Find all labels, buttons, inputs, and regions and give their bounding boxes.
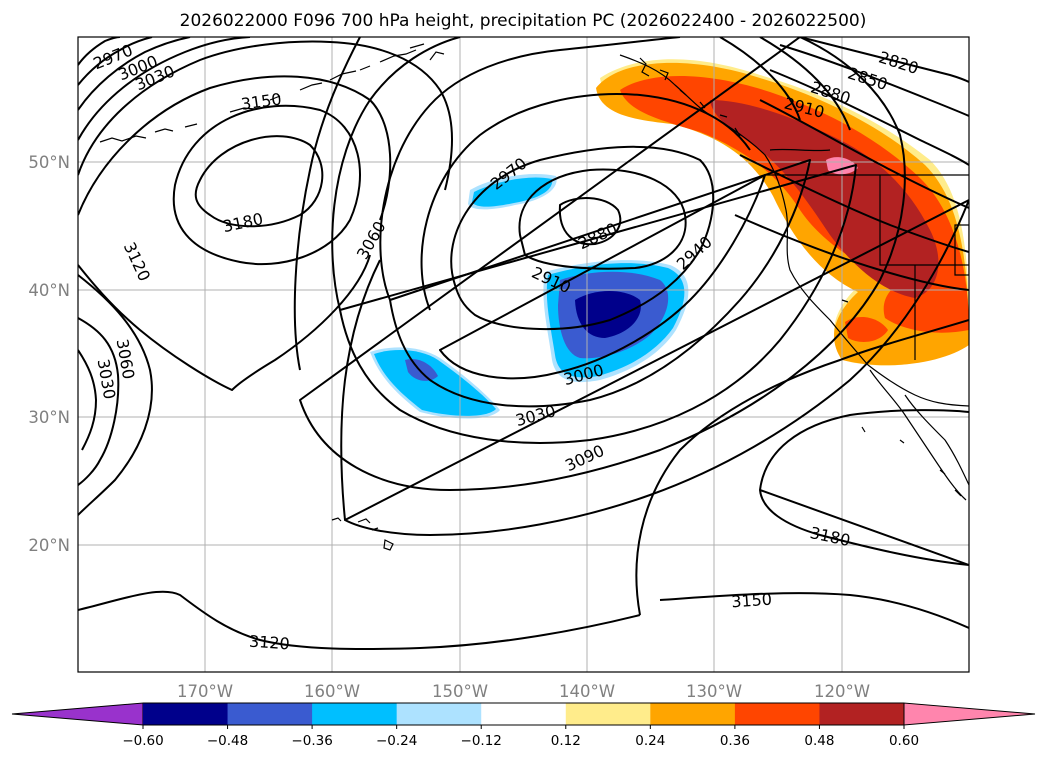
lon-label: 170°W — [177, 682, 233, 701]
lon-label: 140°W — [559, 682, 615, 701]
lon-label: 160°W — [304, 682, 360, 701]
colorbar-tick-label: −0.24 — [376, 733, 417, 749]
colorbar-segment — [481, 703, 567, 725]
negative-precip-shading — [370, 173, 689, 419]
lat-label: 20°N — [28, 536, 70, 555]
lon-label: 150°W — [432, 682, 488, 701]
height-contours — [78, 37, 969, 651]
latitude-labels: 50°N 40°N 30°N 20°N — [28, 153, 70, 555]
colorbar: −0.60 −0.48 −0.36 −0.24 −0.12 0.12 0.24 0.36 0.4… — [11, 702, 1036, 749]
colorbar-tick-label: 0.36 — [720, 733, 750, 749]
lat-label: 30°N — [28, 408, 70, 427]
contour-label: 3120 — [248, 632, 290, 654]
lat-label: 50°N — [28, 153, 70, 172]
lat-label: 40°N — [28, 281, 70, 300]
colorbar-tick-label: 0.24 — [635, 733, 665, 749]
colorbar-tick-label: 0.60 — [889, 733, 919, 749]
colorbar-segment — [227, 703, 313, 725]
map-panel: 2970 3000 3030 3150 3180 3120 3060 3030 … — [78, 37, 969, 672]
contour-labels: 2970 3000 3030 3150 3180 3120 3060 3030 … — [91, 40, 921, 653]
colorbar-segment — [565, 703, 651, 725]
lon-label: 130°W — [686, 682, 742, 701]
colorbar-segment — [734, 703, 820, 725]
contour-label: 3150 — [731, 590, 773, 612]
map-title: 2026022000 F096 700 hPa height, precipit… — [180, 11, 867, 31]
coastlines — [99, 43, 969, 551]
colorbar-tick-label: 0.48 — [804, 733, 834, 749]
colorbar-tick-label: −0.36 — [291, 733, 332, 749]
colorbar-tick-label: −0.48 — [207, 733, 248, 749]
colorbar-segment — [650, 703, 736, 725]
longitude-labels: 170°W 160°W 150°W 140°W 130°W 120°W — [177, 682, 870, 701]
colorbar-segment — [312, 703, 398, 725]
lon-label: 120°W — [814, 682, 870, 701]
colorbar-segment — [143, 703, 229, 725]
graticule — [78, 37, 969, 672]
map-frame — [77, 36, 970, 673]
colorbar-tick-label: −0.12 — [461, 733, 502, 749]
colorbar-extend-max — [903, 702, 1036, 726]
colorbar-segment — [819, 703, 905, 725]
colorbar-tick-label: −0.60 — [122, 733, 163, 749]
colorbar-segment — [396, 703, 482, 725]
colorbar-tick-label: 0.12 — [551, 733, 581, 749]
colorbar-extend-min — [11, 702, 144, 726]
